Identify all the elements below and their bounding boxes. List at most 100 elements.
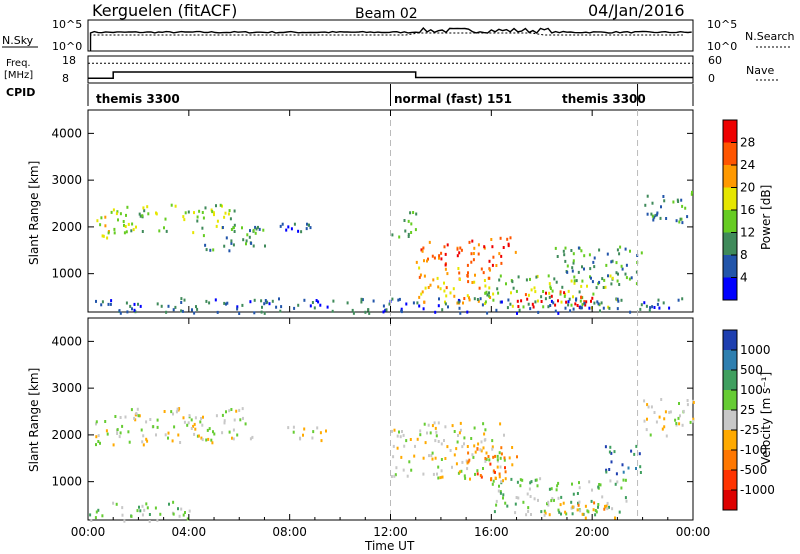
velocity-cell	[251, 435, 254, 439]
power-cell	[382, 310, 385, 314]
power-cell	[550, 294, 553, 298]
power-cell	[588, 306, 591, 310]
velocity-cell	[633, 452, 636, 456]
power-cell	[625, 263, 628, 267]
power-cell	[630, 276, 633, 280]
velocity-cell	[504, 477, 507, 481]
velocity-cell	[473, 426, 476, 430]
velocity-cell	[114, 415, 117, 418]
velocity-cell	[557, 481, 560, 485]
velocity-cell	[130, 514, 133, 518]
power-cell	[680, 198, 683, 202]
colorbar-frame	[722, 329, 738, 511]
nsky-tick-top: 10^5	[52, 18, 82, 31]
power-cell	[635, 270, 638, 274]
power-cell	[167, 304, 170, 308]
power-cell	[367, 308, 370, 312]
velocity-cell	[467, 460, 470, 464]
power-ylabel: Slant Range [km]	[27, 161, 41, 265]
velocity-cell	[141, 504, 144, 508]
velocity-cell	[516, 480, 519, 484]
power-cell	[257, 225, 259, 229]
velocity-colorbar-label: Velocity [m s⁻¹]	[759, 372, 773, 465]
velocity-cell	[139, 509, 142, 513]
velocity-cell	[500, 446, 503, 450]
power-cell	[662, 195, 665, 198]
velocity-cell	[496, 458, 499, 462]
velocity-cell	[661, 427, 664, 431]
velocity-cell	[577, 501, 579, 505]
velocity-cell	[490, 477, 493, 481]
velocity-cell	[419, 433, 422, 437]
power-cell	[498, 278, 501, 282]
power-cell	[502, 246, 505, 249]
power-cell	[172, 308, 175, 312]
power-cell	[303, 298, 306, 302]
power-cell	[107, 231, 110, 235]
velocity-cell	[571, 505, 574, 509]
power-cell	[436, 276, 439, 280]
velocity-cell	[97, 434, 100, 438]
power-cell	[563, 294, 566, 298]
velocity-cell	[145, 502, 148, 506]
velocity-cell	[599, 483, 602, 487]
velocity-cell	[168, 502, 170, 506]
velocity-cell	[472, 455, 475, 459]
velocity-cell	[154, 506, 157, 510]
power-cell	[593, 256, 596, 260]
velocity-cell	[101, 514, 104, 518]
velocity-cell	[558, 510, 561, 514]
velocity-cell	[565, 512, 568, 516]
velocity-cell	[689, 420, 692, 424]
power-cell	[663, 199, 666, 203]
velocity-cell	[474, 450, 477, 454]
power-cell	[427, 286, 430, 289]
power-cell	[643, 301, 646, 305]
velocity-cell	[449, 449, 452, 452]
power-cell	[233, 223, 236, 227]
velocity-cell	[476, 469, 479, 473]
power-cell	[129, 304, 132, 308]
power-cell	[533, 286, 536, 290]
power-cell	[583, 300, 586, 304]
power-cell	[212, 248, 215, 252]
power-cell	[421, 249, 424, 253]
velocity-cell	[630, 449, 633, 453]
velocity-cell	[241, 407, 244, 411]
velocity-cell	[316, 426, 319, 430]
velocity-cell	[188, 509, 191, 513]
power-cell	[416, 301, 419, 305]
power-cell	[575, 297, 578, 301]
power-cell	[384, 308, 387, 312]
beam-label: Beam 02	[355, 6, 418, 22]
velocity-cell	[692, 419, 695, 423]
velocity-cell	[609, 479, 612, 483]
velocity-cell	[171, 439, 174, 443]
velocity-cell	[485, 457, 488, 461]
power-cell	[368, 311, 371, 315]
power-cell	[187, 210, 190, 214]
velocity-cell	[159, 512, 162, 516]
velocity-cell	[639, 465, 642, 469]
velocity-cell	[427, 423, 430, 427]
power-cell	[640, 303, 643, 307]
power-cell	[444, 300, 446, 304]
power-cell	[579, 299, 582, 303]
velocity-cell	[692, 417, 695, 421]
velocity-cell	[537, 498, 539, 502]
power-cell	[485, 290, 488, 294]
velocity-cell	[156, 418, 159, 422]
velocity-cell	[594, 509, 597, 512]
power-cell	[496, 287, 499, 291]
velocity-cell	[223, 419, 226, 423]
velocity-cell	[437, 421, 440, 425]
velocity-cell	[581, 512, 584, 516]
velocity-cell	[202, 415, 204, 419]
power-cell	[681, 204, 684, 208]
power-cell	[651, 201, 654, 205]
power-cell	[579, 306, 582, 310]
velocity-cell	[491, 447, 494, 451]
power-cell	[245, 242, 247, 246]
velocity-cell	[591, 488, 593, 492]
power-cell	[309, 304, 312, 308]
